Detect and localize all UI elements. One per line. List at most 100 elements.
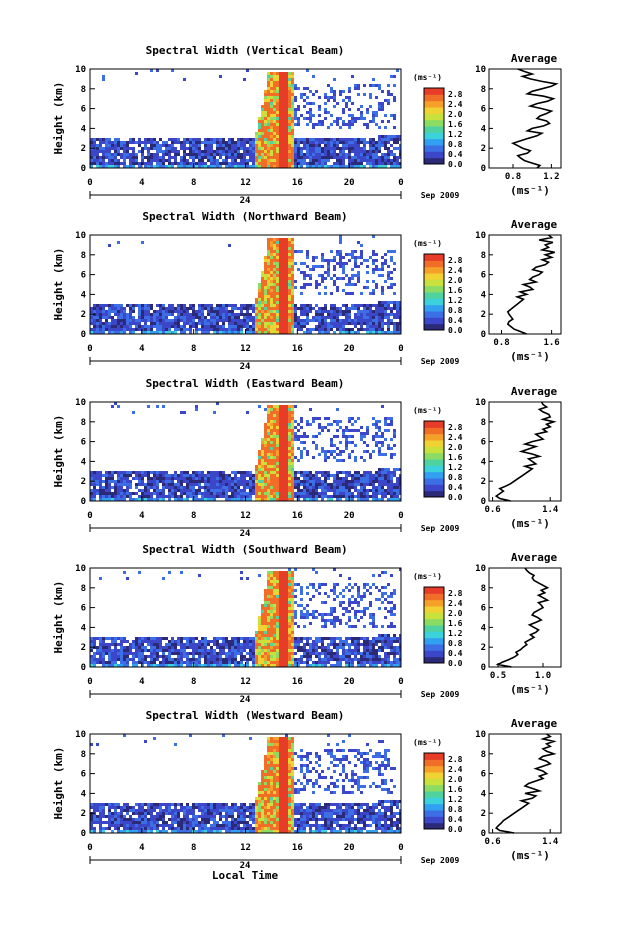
heatmap-cell xyxy=(321,280,324,283)
colorbar-segment xyxy=(424,440,444,447)
heatmap-cell xyxy=(231,495,234,498)
heatmap-cell xyxy=(294,114,297,117)
heatmap-cell xyxy=(366,150,369,153)
heatmap-cell xyxy=(126,328,129,331)
heatmap-cell xyxy=(267,589,270,592)
heatmap-cell xyxy=(330,138,333,141)
heatmap-cell xyxy=(369,292,372,295)
heatmap-cell xyxy=(357,316,360,319)
heatmap-cell xyxy=(276,444,279,447)
heatmap-cell xyxy=(276,277,279,280)
heatmap-cell xyxy=(111,141,114,144)
heatmap-cell xyxy=(348,313,351,316)
colorbar-tick-label: 1.6 xyxy=(448,120,463,129)
heatmap-cell xyxy=(234,652,237,655)
heatmap-cell xyxy=(135,304,138,307)
heatmap-cell xyxy=(282,468,285,471)
heatmap-cell xyxy=(393,147,396,150)
heatmap-cell xyxy=(291,322,294,325)
heatmap-cell xyxy=(258,486,261,489)
heatmap-cell xyxy=(195,313,198,316)
heatmap-cell xyxy=(300,471,303,474)
heatmap-cell xyxy=(330,441,333,444)
heatmap-cell xyxy=(237,156,240,159)
heatmap-cell xyxy=(264,153,267,156)
heatmap-cell xyxy=(261,492,264,495)
heatmap-cell xyxy=(333,322,336,325)
heatmap-cell xyxy=(339,483,342,486)
heatmap-cell xyxy=(291,429,294,432)
heatmap-cell xyxy=(168,652,171,655)
heatmap-cell xyxy=(216,480,219,483)
heatmap-cell xyxy=(138,310,141,313)
date-tick: 24 xyxy=(240,362,251,372)
heatmap-cell xyxy=(159,322,162,325)
heatmap-cell xyxy=(279,468,282,471)
heatmap-cell xyxy=(240,495,243,498)
heatmap-cell xyxy=(273,259,276,262)
heatmap-cell xyxy=(249,328,252,331)
heatmap-cell xyxy=(222,486,225,489)
heatmap-cell xyxy=(252,307,255,310)
heatmap-cell xyxy=(129,486,132,489)
heatmap-cell xyxy=(120,477,123,480)
heatmap-cell xyxy=(279,592,282,595)
heatmap-cell xyxy=(150,492,153,495)
heatmap-cell xyxy=(258,616,261,619)
heatmap-cell xyxy=(399,498,401,501)
heatmap-cell xyxy=(282,117,285,120)
heatmap-cell xyxy=(339,319,342,322)
heatmap-cell xyxy=(270,322,273,325)
heatmap-cell xyxy=(333,141,336,144)
y-tick-label: 8 xyxy=(81,85,86,95)
heatmap-cell xyxy=(273,135,276,138)
heatmap-cell xyxy=(381,453,384,456)
heatmap-cell xyxy=(108,322,111,325)
heatmap-cell xyxy=(282,316,285,319)
heatmap-cell xyxy=(336,322,339,325)
heatmap-cell xyxy=(282,447,285,450)
heatmap-cell xyxy=(180,495,183,498)
heatmap-cell xyxy=(336,277,339,280)
heatmap-cell xyxy=(123,159,126,162)
heatmap-cell xyxy=(249,640,252,643)
heatmap-cell xyxy=(267,72,270,75)
heatmap-cell xyxy=(342,262,345,265)
heatmap-cell xyxy=(99,471,102,474)
heatmap-cell xyxy=(267,162,270,165)
heatmap-cell xyxy=(315,447,318,450)
heatmap-cell xyxy=(216,652,219,655)
heatmap-cell xyxy=(231,486,234,489)
heatmap-cell xyxy=(276,265,279,268)
heatmap-cell xyxy=(156,471,159,474)
heatmap-cell xyxy=(288,492,291,495)
heatmap-cell xyxy=(222,319,225,322)
heatmap-cell xyxy=(372,313,375,316)
heatmap-cell xyxy=(345,480,348,483)
heatmap-cell xyxy=(288,295,291,298)
heatmap-cell xyxy=(261,117,264,120)
heatmap-cell xyxy=(357,165,360,168)
heatmap-cell xyxy=(114,153,117,156)
heatmap-cell xyxy=(168,310,171,313)
heatmap-cell xyxy=(270,628,273,631)
heatmap-cell xyxy=(132,153,135,156)
heatmap-cell xyxy=(297,429,300,432)
heatmap-cell xyxy=(105,156,108,159)
heatmap-cell xyxy=(285,90,288,93)
heatmap-cell xyxy=(273,105,276,108)
heatmap-cell xyxy=(390,283,393,286)
heatmap-cell xyxy=(363,319,366,322)
heatmap-cell xyxy=(174,328,177,331)
heatmap-cell xyxy=(123,325,126,328)
heatmap-cell xyxy=(399,483,401,486)
heatmap-cell xyxy=(165,319,168,322)
heatmap-cell xyxy=(201,480,204,483)
colorbar-frame xyxy=(423,253,445,331)
heatmap-cell xyxy=(348,471,351,474)
heatmap-cell xyxy=(267,423,270,426)
heatmap-cell xyxy=(225,307,228,310)
heatmap-cell xyxy=(216,471,219,474)
heatmap-cell xyxy=(255,486,258,489)
heatmap-cell xyxy=(222,141,225,144)
